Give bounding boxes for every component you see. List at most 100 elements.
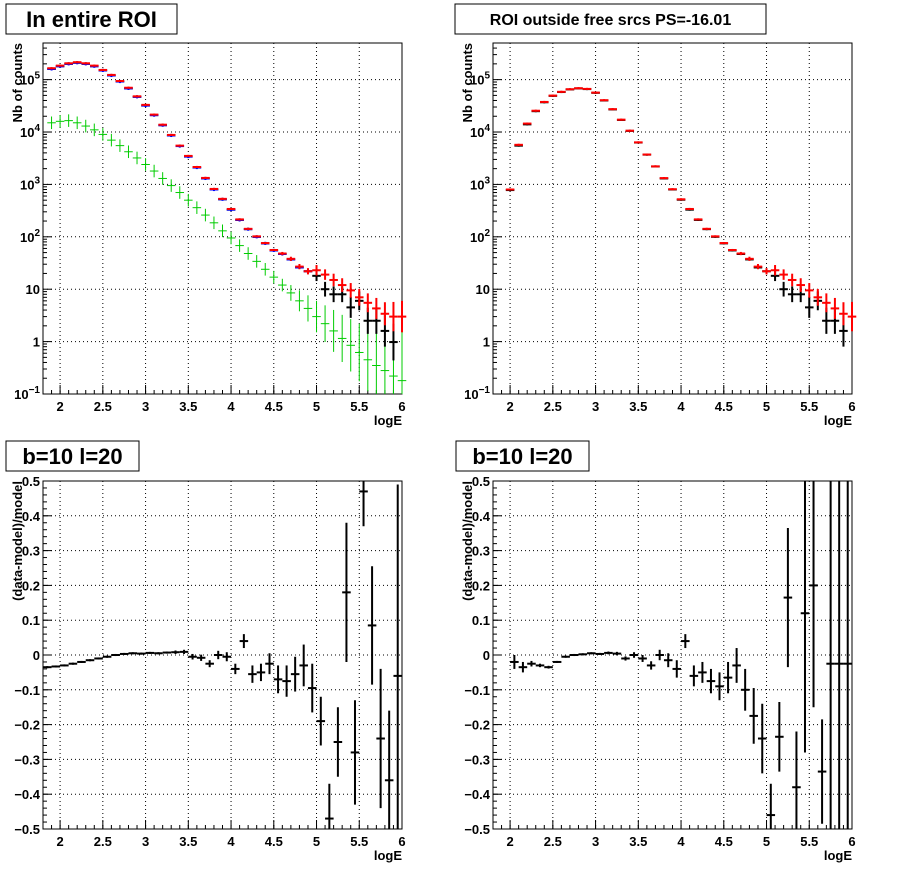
data-point bbox=[544, 665, 553, 669]
data-point bbox=[582, 87, 592, 90]
data-point bbox=[218, 197, 227, 200]
y-tick-label: −0.5 bbox=[464, 822, 490, 837]
data-point bbox=[209, 216, 219, 230]
data-point bbox=[809, 481, 818, 708]
y-axis: −0.5 −0.4 −0.3 −0.2 −0.1 0 0.1 0.2 0.3 0.4 0.5 bbox=[464, 474, 852, 837]
data-point bbox=[372, 328, 381, 394]
data-point bbox=[260, 262, 270, 276]
y-tick-label: 104 bbox=[470, 123, 490, 140]
x-tick-label: 5.5 bbox=[350, 399, 368, 414]
x-axis: 2 2.5 3 3.5 4 4.5 5 5.5 6 bbox=[492, 481, 856, 849]
data-point bbox=[337, 278, 347, 292]
title-frame bbox=[5, 3, 178, 35]
data-point bbox=[47, 67, 56, 70]
y-axis-label: Nb of counts bbox=[10, 43, 25, 122]
data-point bbox=[192, 201, 202, 214]
data-point bbox=[320, 269, 330, 280]
data-point bbox=[269, 248, 279, 252]
data-point bbox=[47, 116, 56, 130]
x-tick-label: 6 bbox=[848, 834, 855, 849]
data-point bbox=[830, 297, 840, 319]
y-tick-label: 0.3 bbox=[472, 544, 490, 559]
data-point bbox=[359, 481, 368, 527]
data-point bbox=[775, 701, 784, 772]
data-point bbox=[60, 664, 69, 667]
y-tick-label: −0.2 bbox=[14, 718, 40, 733]
x-tick-label: 3.5 bbox=[629, 834, 647, 849]
data-point bbox=[787, 286, 797, 303]
data-point bbox=[72, 61, 82, 64]
data-point bbox=[693, 218, 703, 221]
data-point bbox=[175, 186, 185, 199]
panel-title-box: b=10 l=20 bbox=[455, 440, 590, 472]
data-point bbox=[531, 109, 541, 112]
data-point bbox=[638, 655, 647, 662]
y-tick-label: −0.4 bbox=[464, 787, 490, 802]
data-point bbox=[655, 649, 664, 661]
data-point bbox=[81, 62, 91, 65]
panel-title: b=10 l=20 bbox=[22, 444, 122, 469]
y-tick-label: 0.5 bbox=[22, 474, 40, 489]
data-point bbox=[115, 139, 125, 152]
panel-title-box: ROI outside free srcs PS=-16.01 bbox=[454, 3, 767, 35]
data-point bbox=[796, 278, 805, 292]
data-point bbox=[145, 651, 155, 654]
data-point bbox=[184, 154, 193, 157]
data-point bbox=[397, 328, 407, 394]
plot-frame bbox=[492, 480, 853, 830]
x-axis-label: logE bbox=[374, 413, 402, 428]
data-point bbox=[218, 224, 227, 238]
data-point bbox=[732, 648, 741, 683]
y-tick-label: 10−1 bbox=[14, 385, 40, 402]
data-point bbox=[681, 634, 690, 649]
data-point bbox=[278, 251, 287, 256]
x-tick-label: 6 bbox=[398, 834, 405, 849]
data-point bbox=[43, 666, 52, 669]
data-point bbox=[552, 660, 562, 664]
data-point bbox=[770, 265, 780, 276]
data-point bbox=[779, 269, 788, 280]
data-point bbox=[346, 319, 355, 372]
data-point bbox=[55, 64, 65, 67]
y-tick-label: 0.1 bbox=[472, 613, 490, 628]
data-point bbox=[646, 661, 656, 670]
data-point bbox=[376, 668, 385, 809]
title-frame bbox=[5, 440, 140, 472]
x-tick-label: 3 bbox=[142, 399, 149, 414]
y-tick-label: 102 bbox=[470, 228, 490, 245]
data-point bbox=[363, 293, 373, 313]
data-point bbox=[158, 123, 167, 126]
data-point bbox=[389, 301, 398, 332]
data-point bbox=[629, 652, 639, 658]
data-point bbox=[158, 172, 167, 185]
data-point bbox=[668, 188, 677, 191]
x-tick-label: 5 bbox=[313, 834, 320, 849]
data-point bbox=[689, 665, 699, 687]
data-point bbox=[354, 288, 364, 306]
x-tick-label: 4 bbox=[677, 834, 685, 849]
x-tick-label: 5 bbox=[313, 399, 320, 414]
y-tick-label: 103 bbox=[20, 175, 40, 192]
data-point bbox=[337, 314, 347, 363]
x-tick-label: 3 bbox=[592, 399, 599, 414]
x-tick-label: 2 bbox=[56, 834, 63, 849]
x-tick-label: 4 bbox=[227, 399, 235, 414]
data-point bbox=[188, 653, 197, 660]
data-point bbox=[333, 707, 343, 777]
panel-title: ROI outside free srcs PS=-16.01 bbox=[490, 12, 732, 29]
data-point bbox=[141, 158, 150, 171]
data-point bbox=[162, 651, 172, 654]
data-point bbox=[64, 114, 73, 127]
data-point bbox=[243, 227, 253, 230]
x-axis: 2 2.5 3 3.5 4 4.5 5 5.5 6 bbox=[42, 43, 406, 414]
y-axis-label: Nb of counts bbox=[460, 43, 475, 122]
x-tick-label: 5.5 bbox=[800, 399, 818, 414]
data-point bbox=[265, 653, 274, 675]
data-point bbox=[68, 662, 78, 665]
panel-title: b=10 l=20 bbox=[472, 444, 572, 469]
data-point bbox=[286, 285, 296, 301]
x-tick-label: 3 bbox=[142, 834, 149, 849]
